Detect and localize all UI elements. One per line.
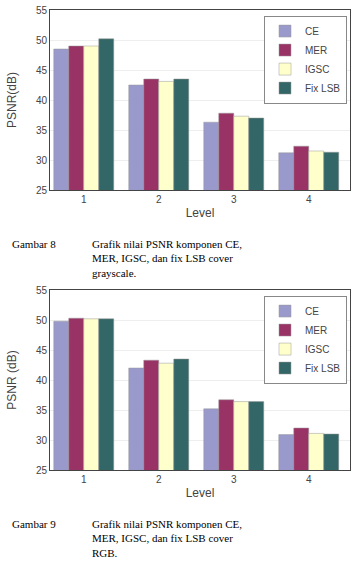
svg-text:35: 35 bbox=[36, 405, 48, 416]
svg-text:PSNR(dB): PSNR(dB) bbox=[5, 72, 19, 128]
svg-text:40: 40 bbox=[36, 95, 48, 106]
svg-text:45: 45 bbox=[36, 65, 48, 76]
svg-text:CE: CE bbox=[305, 26, 319, 37]
svg-text:Level: Level bbox=[186, 206, 215, 220]
svg-text:Level: Level bbox=[186, 486, 215, 500]
svg-text:4: 4 bbox=[306, 194, 312, 205]
svg-text:Grafik nilai PSNR komponen CE,: Grafik nilai PSNR komponen CE,MER, IGSC,… bbox=[92, 518, 242, 559]
svg-text:1: 1 bbox=[81, 474, 87, 485]
svg-text:2: 2 bbox=[156, 474, 162, 485]
svg-text:30: 30 bbox=[36, 155, 48, 166]
svg-text:MER: MER bbox=[305, 325, 327, 336]
svg-text:4: 4 bbox=[306, 474, 312, 485]
svg-text:Fix LSB: Fix LSB bbox=[305, 363, 340, 374]
svg-text:2: 2 bbox=[156, 194, 162, 205]
svg-text:IGSC: IGSC bbox=[305, 64, 329, 75]
svg-text:Grafik nilai PSNR komponen CE,: Grafik nilai PSNR komponen CE,MER, IGSC,… bbox=[92, 238, 242, 279]
svg-text:45: 45 bbox=[36, 345, 48, 356]
svg-text:PSNR (dB): PSNR (dB) bbox=[5, 350, 19, 409]
svg-text:25: 25 bbox=[36, 185, 48, 196]
svg-text:MER: MER bbox=[305, 45, 327, 56]
svg-text:3: 3 bbox=[231, 194, 237, 205]
svg-text:50: 50 bbox=[36, 315, 48, 326]
svg-text:25: 25 bbox=[36, 465, 48, 476]
svg-text:50: 50 bbox=[36, 35, 48, 46]
svg-text:35: 35 bbox=[36, 125, 48, 136]
svg-text:1: 1 bbox=[81, 194, 87, 205]
svg-text:Gambar 8: Gambar 8 bbox=[12, 238, 56, 250]
svg-text:3: 3 bbox=[231, 474, 237, 485]
svg-text:55: 55 bbox=[36, 285, 48, 296]
svg-text:30: 30 bbox=[36, 435, 48, 446]
svg-text:40: 40 bbox=[36, 375, 48, 386]
svg-text:Fix LSB: Fix LSB bbox=[305, 83, 340, 94]
svg-text:Gambar 9: Gambar 9 bbox=[12, 518, 56, 530]
svg-text:IGSC: IGSC bbox=[305, 344, 329, 355]
svg-text:55: 55 bbox=[36, 5, 48, 16]
svg-text:CE: CE bbox=[305, 306, 319, 317]
